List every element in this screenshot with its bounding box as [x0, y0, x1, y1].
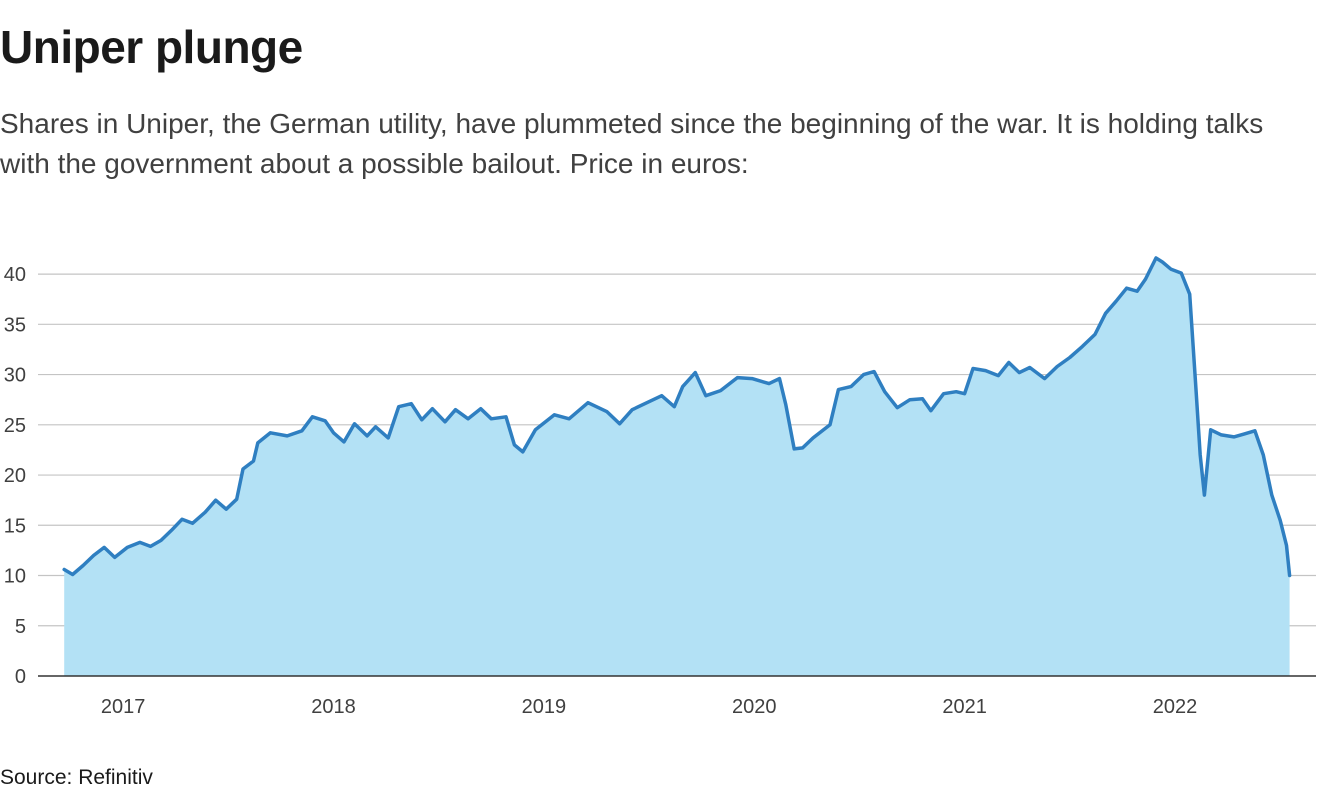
y-tick-label-15: 15: [4, 515, 26, 537]
price-chart: 0 5 10 15 20 25 30 35 40 2017 2018 2019 2020 2021 202…: [4, 256, 1316, 718]
chart-title: Uniper plunge: [0, 21, 303, 73]
x-tick-label-2022: 2022: [1153, 696, 1198, 718]
y-tick-label-40: 40: [4, 264, 26, 286]
y-tick-label-10: 10: [4, 566, 26, 588]
x-axis-labels: 2017 2018 2019 2020 2021 2022: [101, 696, 1197, 718]
x-tick-label-2021: 2021: [942, 696, 987, 718]
x-tick-label-2020: 2020: [732, 696, 777, 718]
price-line: [62, 256, 1292, 578]
y-tick-label-5: 5: [15, 616, 26, 638]
y-tick-label-20: 20: [4, 465, 26, 487]
y-tick-label-30: 30: [4, 365, 26, 387]
x-tick-label-2019: 2019: [522, 696, 567, 718]
y-tick-label-35: 35: [4, 314, 26, 336]
x-tick-label-2018: 2018: [311, 696, 356, 718]
y-tick-label-0: 0: [15, 666, 26, 688]
x-tick-label-2017: 2017: [101, 696, 146, 718]
price-area-fill: [64, 258, 1290, 676]
chart-subtitle: Shares in Uniper, the German utility, ha…: [0, 108, 1264, 179]
source-note: Source: Refinitiv: [0, 766, 153, 789]
y-axis-labels: 0 5 10 15 20 25 30 35 40: [4, 264, 26, 688]
y-tick-label-25: 25: [4, 415, 26, 437]
